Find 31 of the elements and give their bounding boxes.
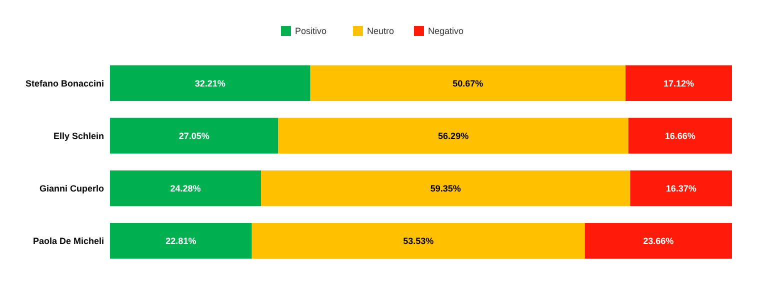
bar bbox=[110, 118, 278, 154]
data-label: 32.21% bbox=[194, 78, 226, 88]
bar bbox=[630, 170, 732, 206]
legend-label: Positivo bbox=[295, 26, 327, 36]
legend-label: Negativo bbox=[428, 26, 464, 36]
bar bbox=[110, 222, 252, 259]
y-tick-label: Gianni Cuperlo bbox=[39, 183, 104, 194]
legend-label: Neutro bbox=[367, 26, 394, 36]
data-label: 16.66% bbox=[664, 130, 696, 141]
data-label: 23.66% bbox=[643, 236, 674, 246]
bar bbox=[310, 65, 626, 102]
data-label: 24.28% bbox=[170, 183, 201, 194]
bar bbox=[278, 118, 628, 154]
data-label: 27.05% bbox=[178, 130, 210, 141]
bar bbox=[110, 170, 262, 206]
data-label: 16.37% bbox=[666, 183, 696, 194]
bar bbox=[626, 65, 732, 102]
y-tick-label: Paola De Micheli bbox=[32, 236, 104, 246]
data-label: 53.53% bbox=[403, 236, 434, 246]
bar bbox=[252, 222, 585, 259]
y-tick-label: Elly Schlein bbox=[53, 130, 104, 141]
data-label: 17.12% bbox=[663, 78, 694, 88]
data-label: 56.29% bbox=[438, 130, 469, 141]
bar bbox=[110, 65, 310, 102]
data-label: 22.81% bbox=[166, 236, 196, 246]
bar bbox=[261, 170, 630, 206]
bar bbox=[584, 222, 732, 259]
bar bbox=[628, 118, 732, 154]
data-label: 59.35% bbox=[430, 183, 461, 194]
y-tick-label: Stefano Bonaccini bbox=[25, 78, 104, 88]
data-label: 50.67% bbox=[452, 78, 484, 88]
